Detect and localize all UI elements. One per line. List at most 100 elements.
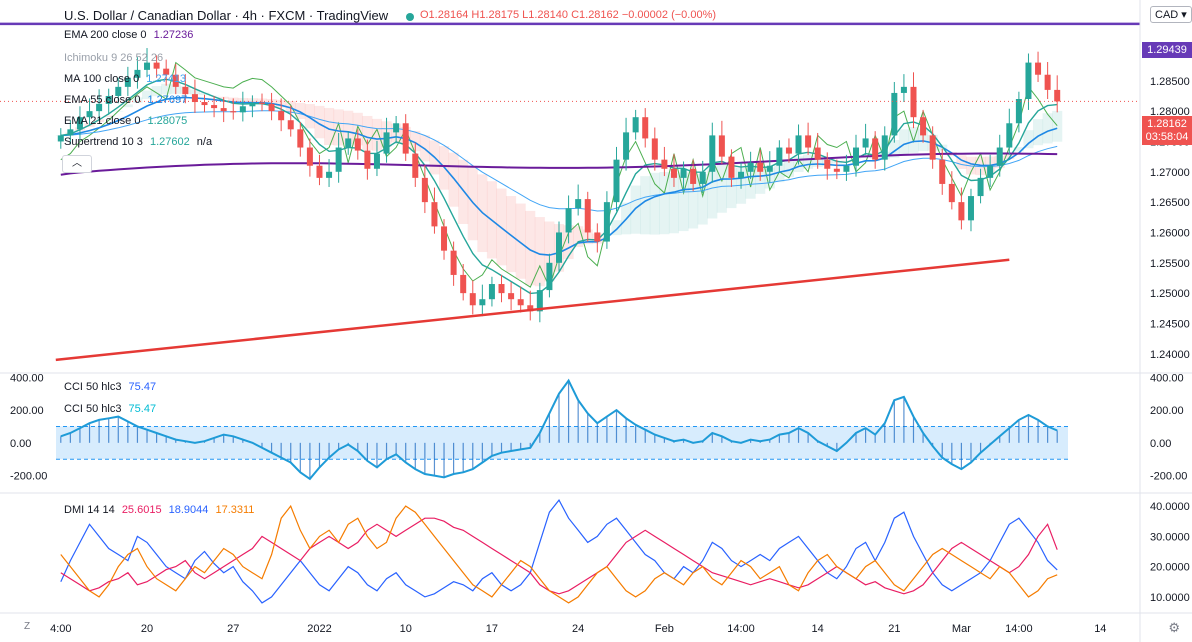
legend-dmi[interactable]: DMI 14 14 25.6015 18.9044 17.3311	[64, 504, 254, 516]
symbol-title[interactable]: U.S. Dollar / Canadian Dollar · 4h · FXC…	[64, 8, 420, 23]
candle-body	[441, 226, 448, 251]
candle-body	[565, 208, 572, 233]
ichimoku-cloud-segment	[410, 130, 421, 152]
candle-body	[891, 92, 898, 136]
candle-body	[900, 86, 907, 93]
ichimoku-cloud-segment	[458, 159, 469, 225]
dmi-series-2	[60, 504, 1058, 604]
legend-cci-1[interactable]: CCI 50 hlc3 75.47	[64, 381, 156, 393]
candle-body	[910, 86, 917, 118]
time-tick-label: 14	[812, 623, 824, 635]
candle-body	[862, 138, 869, 148]
currency-select[interactable]: CAD ▾	[1150, 6, 1192, 23]
ichimoku-cloud-segment	[515, 203, 526, 279]
candle-body	[709, 135, 716, 172]
price-tick-label: 1.25000	[1150, 288, 1190, 300]
candle-body	[642, 117, 649, 139]
time-tick-label: Feb	[655, 623, 674, 635]
candle-body	[776, 147, 783, 166]
ichimoku-cloud-segment	[688, 174, 699, 229]
candle-body	[1015, 99, 1022, 124]
candle-body	[469, 293, 476, 306]
candle-body	[546, 262, 553, 291]
candle-body	[364, 150, 371, 169]
candle-body	[958, 202, 965, 221]
ichimoku-cloud-segment	[141, 90, 153, 99]
ichimoku-cloud-segment	[630, 185, 641, 234]
time-tick-label: 14	[1094, 623, 1106, 635]
candle-body	[556, 232, 562, 263]
candle-body	[412, 153, 419, 178]
chevron-up-icon: ︿	[72, 158, 82, 169]
candle-body	[239, 106, 246, 113]
legend-ema200-value: 1.27236	[153, 29, 194, 41]
dmi-pane	[60, 499, 1058, 604]
last-price-tag: 1.28162	[1142, 116, 1192, 132]
candle-body	[738, 171, 745, 178]
legend-ema21[interactable]: EMA 21 close 0 1.28075	[64, 115, 187, 127]
ichimoku-cloud-segment	[898, 129, 909, 155]
candle-body	[479, 299, 486, 306]
ichimoku-cloud-segment	[448, 152, 459, 207]
candle-body	[1006, 123, 1013, 148]
candle-body	[939, 159, 946, 184]
legend-ichimoku[interactable]: Ichimoku 9 26 52 26	[64, 52, 163, 64]
cci-line	[60, 378, 1058, 481]
ichimoku-cloud-segment	[678, 172, 689, 232]
legend-ma100[interactable]: MA 100 close 0 1.27413	[64, 73, 186, 85]
ma100-line	[60, 110, 1058, 212]
legend-cci-1-label: CCI 50 hlc3	[64, 381, 122, 393]
legend-ema55[interactable]: EMA 55 close 0 1.27697	[64, 94, 187, 106]
time-tick-label: 14:00	[1005, 623, 1033, 635]
legend-ma100-label: MA 100 close 0	[64, 73, 140, 85]
candle-body	[718, 135, 725, 157]
candle-body	[163, 68, 170, 75]
price-tick-label: 1.24000	[1150, 349, 1190, 361]
candle-body	[872, 138, 879, 160]
time-tick-label: 14:00	[727, 623, 755, 635]
ichimoku-cloud-segment	[506, 196, 517, 273]
candle-body	[1054, 89, 1061, 102]
price-tick-label: 1.28500	[1150, 76, 1190, 88]
candle-body	[843, 165, 850, 172]
ichimoku-cloud-segment	[151, 86, 162, 97]
legend-supertrend[interactable]: Supertrend 10 3 1.27602 n/a	[64, 136, 212, 148]
candle-body	[785, 147, 792, 154]
candle-body	[996, 147, 1003, 166]
ema200-line	[60, 152, 1058, 176]
candle-body	[670, 168, 677, 178]
collapse-legend-button[interactable]: ︿	[62, 155, 92, 173]
gear-icon[interactable]: ⚙	[1168, 620, 1180, 635]
dmi-tick-label: 40.0000	[1150, 501, 1190, 513]
cci-pane	[56, 378, 1068, 481]
candle-body	[498, 284, 505, 294]
countdown-tag: 03:58:04	[1142, 129, 1192, 145]
candle-body	[651, 138, 658, 160]
candle-body	[613, 159, 620, 203]
ichimoku-cloud-segment	[534, 217, 545, 287]
symbol-title-text: U.S. Dollar / Canadian Dollar · 4h · FXC…	[64, 8, 389, 23]
candle-body	[527, 305, 534, 312]
candle-body	[661, 159, 668, 169]
price-tick-label: 1.28000	[1150, 106, 1190, 118]
legend-ema200[interactable]: EMA 200 close 0 1.27236	[64, 29, 193, 41]
legend-dmi-minus-value: 25.6015	[121, 504, 162, 516]
candle-body	[1035, 62, 1042, 75]
zoom-button[interactable]: Z	[24, 621, 31, 632]
candle-body	[316, 165, 323, 178]
ichimoku-cloud-segment	[745, 166, 756, 199]
cci-tick-label: 400.00	[1150, 372, 1184, 384]
candle-body	[977, 177, 984, 197]
ichimoku-cloud-segment	[1033, 119, 1044, 146]
ichimoku-cloud-segment	[132, 97, 143, 104]
price-tick-label: 1.24500	[1150, 318, 1190, 330]
candle-body	[153, 62, 160, 69]
candle-body	[182, 86, 189, 95]
time-tick-label: 2022	[307, 623, 331, 635]
candle-body	[757, 162, 764, 172]
ichimoku-cloud-segment	[314, 105, 325, 139]
ichimoku-cloud-segment	[707, 166, 718, 219]
legend-cci-2[interactable]: CCI 50 hlc3 75.47	[64, 403, 156, 415]
candle-body	[508, 293, 515, 300]
